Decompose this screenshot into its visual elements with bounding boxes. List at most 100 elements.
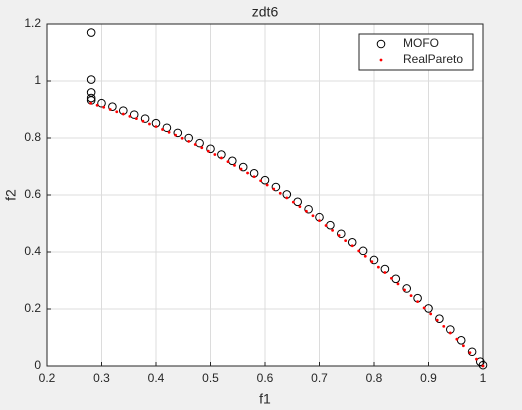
x-tick-label: 0.6 <box>257 371 274 385</box>
point <box>89 101 92 105</box>
x-tick-label: 0.2 <box>39 371 56 385</box>
y-tick-label: 0.4 <box>24 244 41 258</box>
point <box>478 360 488 370</box>
point <box>429 312 433 316</box>
point <box>129 110 139 119</box>
point <box>102 105 106 109</box>
point <box>370 260 374 264</box>
point <box>357 249 361 253</box>
point <box>350 244 354 248</box>
x-tick-label: 0.8 <box>366 371 383 385</box>
x-tick-label: 0.7 <box>311 371 328 385</box>
legend-label: RealPareto <box>403 52 463 66</box>
y-tick-label: 1.2 <box>24 16 41 30</box>
x-tick-label: 0.3 <box>93 371 110 385</box>
point <box>108 102 117 111</box>
legend-label: MOFO <box>403 36 439 50</box>
point <box>173 128 183 138</box>
x-axis-label: f1 <box>259 391 271 407</box>
point <box>285 196 289 200</box>
point <box>161 128 164 131</box>
point <box>272 187 276 191</box>
legend-marker <box>379 58 383 62</box>
point <box>468 351 472 355</box>
x-tick-label: 0.9 <box>420 371 437 385</box>
point <box>331 228 334 232</box>
point <box>121 112 125 116</box>
point <box>369 255 379 265</box>
point <box>402 284 412 293</box>
point <box>422 306 426 310</box>
x-tick-label: 0.5 <box>202 371 219 385</box>
y-tick-label: 0.2 <box>24 301 41 315</box>
point <box>180 136 184 140</box>
legend-marker <box>376 39 386 49</box>
point <box>467 347 477 357</box>
point <box>481 364 485 368</box>
point <box>238 162 248 172</box>
point <box>298 205 302 209</box>
y-tick-label: 0 <box>34 358 41 372</box>
y-tick-label: 0.6 <box>24 187 41 201</box>
point <box>148 122 151 126</box>
y-tick-label: 1 <box>34 73 41 87</box>
point <box>140 114 150 123</box>
point <box>475 357 478 361</box>
point <box>396 282 400 286</box>
point <box>174 133 178 137</box>
point <box>187 140 191 143</box>
point <box>390 276 393 280</box>
point <box>461 344 465 348</box>
point <box>304 204 313 214</box>
point <box>213 153 217 156</box>
x-tick-label: 1 <box>480 371 487 385</box>
chart-title: zdt6 <box>252 4 279 20</box>
point <box>195 138 204 148</box>
point <box>193 143 197 146</box>
point <box>134 117 138 121</box>
point <box>115 110 119 114</box>
point <box>416 300 419 303</box>
point <box>86 75 96 84</box>
point <box>435 314 444 323</box>
point <box>363 254 367 258</box>
y-axis-label: f2 <box>3 189 19 201</box>
point <box>324 224 328 227</box>
point <box>252 175 256 179</box>
point <box>220 156 223 160</box>
legend-box <box>358 33 474 71</box>
point <box>239 167 243 171</box>
point <box>376 265 380 269</box>
point <box>337 234 341 237</box>
point <box>265 183 269 187</box>
point <box>291 200 295 204</box>
point <box>435 318 439 322</box>
point <box>86 28 96 37</box>
point <box>271 182 281 192</box>
point <box>97 98 106 108</box>
point <box>162 123 172 133</box>
point <box>226 160 230 164</box>
point <box>305 209 308 213</box>
x-tick-label: 0.4 <box>148 371 165 385</box>
point <box>442 324 446 328</box>
point <box>318 219 321 223</box>
point <box>311 214 315 218</box>
point <box>233 163 236 167</box>
point <box>337 229 346 239</box>
point <box>455 337 459 341</box>
point <box>167 130 171 134</box>
point <box>403 288 406 292</box>
point <box>141 119 145 123</box>
point <box>259 179 263 183</box>
point <box>86 93 96 103</box>
axes-box <box>46 23 484 367</box>
point <box>206 149 210 153</box>
point <box>154 125 158 128</box>
point <box>383 271 387 274</box>
point <box>128 114 132 118</box>
point <box>344 239 348 243</box>
y-tick-label: 0.8 <box>24 130 41 144</box>
